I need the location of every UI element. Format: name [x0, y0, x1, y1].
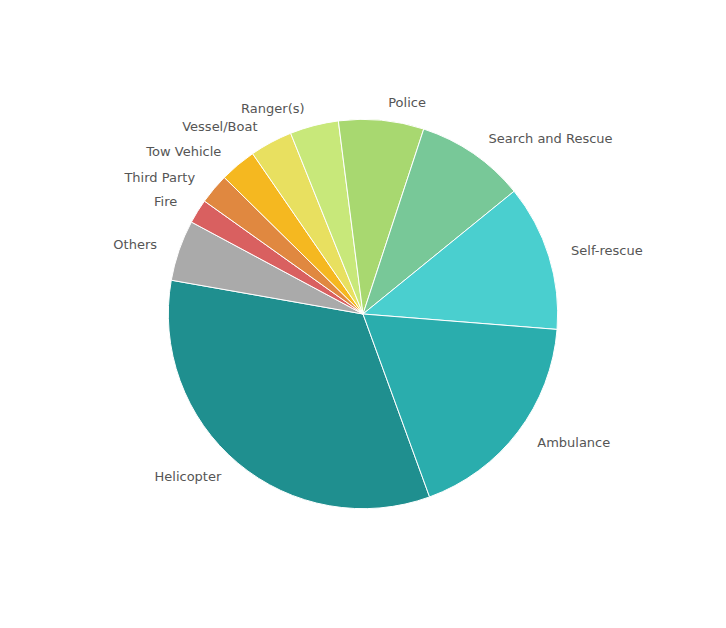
svg-text:Helicopter: Helicopter	[154, 469, 221, 484]
svg-text:Others: Others	[113, 237, 157, 252]
svg-text:Tow Vehicle: Tow Vehicle	[145, 144, 221, 159]
svg-text:Police: Police	[388, 95, 426, 110]
svg-text:Fire: Fire	[154, 194, 177, 209]
svg-text:Self-rescue: Self-rescue	[571, 243, 643, 258]
svg-text:Ranger(s): Ranger(s)	[241, 101, 304, 116]
svg-text:Third Party: Third Party	[123, 170, 195, 185]
svg-text:Ambulance: Ambulance	[537, 435, 610, 450]
svg-text:Vessel/Boat: Vessel/Boat	[182, 119, 257, 134]
svg-text:Search and Rescue: Search and Rescue	[489, 131, 613, 146]
